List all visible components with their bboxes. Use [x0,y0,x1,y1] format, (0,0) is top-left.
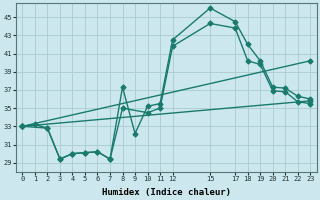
X-axis label: Humidex (Indice chaleur): Humidex (Indice chaleur) [102,188,231,197]
